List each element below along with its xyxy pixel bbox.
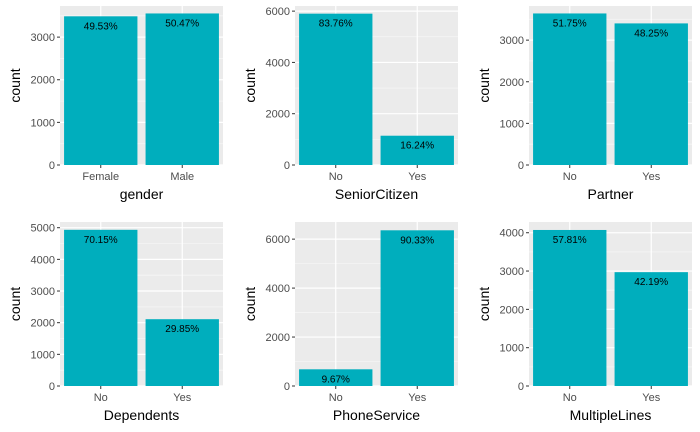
chart-panel-5: 0 2000 4000 6000 9.67% No 90.33% Yes PhoneServic…: [242, 222, 458, 423]
y-axis-title: count: [7, 287, 23, 321]
y-tick-label: 0: [518, 381, 524, 393]
y-tick-label: 2000: [500, 304, 524, 316]
y-tick-label: 6000: [266, 234, 290, 246]
y-tick-label: 0: [49, 381, 55, 393]
y-tick-label: 0: [284, 381, 290, 393]
y-tick-label: 2000: [266, 332, 290, 344]
chart-panel-4: 0 1000 2000 3000 4000 5000 70.15% No 29.85% Yes De…: [7, 222, 223, 423]
bar-yes: [145, 319, 219, 386]
bar-percent-label: 50.47%: [165, 18, 199, 29]
x-axis-title: MultipleLines: [570, 407, 652, 423]
chart-panel-3: 0 1000 2000 3000 51.75% No 48.25% Yes Partner cou…: [476, 6, 692, 202]
y-tick-label: 5000: [31, 223, 55, 235]
y-axis-title: count: [7, 68, 23, 102]
x-axis-title: PhoneService: [333, 407, 420, 423]
x-tick-label: No: [94, 392, 108, 404]
y-tick-label: 2000: [31, 75, 55, 87]
y-tick-label: 0: [284, 160, 290, 172]
y-axis-title: count: [242, 68, 258, 102]
y-tick-label: 1000: [500, 118, 524, 130]
x-axis-title: Dependents: [104, 407, 180, 423]
x-tick-label: Yes: [642, 392, 660, 404]
bar-percent-label: 29.85%: [165, 324, 199, 335]
x-tick-label: No: [329, 392, 343, 404]
chart-panel-2: 0 2000 4000 6000 83.76% No 16.24% Yes SeniorCiti…: [242, 6, 458, 202]
y-axis-title: count: [476, 287, 492, 321]
y-tick-label: 4000: [500, 228, 524, 240]
x-tick-label: Male: [170, 171, 194, 183]
bar-yes: [614, 272, 688, 386]
x-axis-title: Partner: [588, 186, 634, 202]
y-tick-label: 0: [49, 160, 55, 172]
y-tick-label: 1000: [500, 343, 524, 355]
x-tick-label: Female: [82, 171, 119, 183]
y-tick-label: 2000: [31, 318, 55, 330]
x-tick-label: Yes: [173, 392, 191, 404]
x-tick-label: No: [563, 171, 577, 183]
x-axis-title: SeniorCitizen: [335, 186, 418, 202]
y-tick-label: 1000: [31, 117, 55, 129]
bar-yes: [380, 230, 454, 386]
x-tick-label: No: [329, 171, 343, 183]
y-axis-title: count: [242, 287, 258, 321]
y-tick-label: 1000: [31, 349, 55, 361]
x-tick-label: Yes: [408, 171, 426, 183]
chart-panel-1: 0 1000 2000 3000 49.53% Female 50.47% Male gende…: [7, 6, 223, 202]
bar-percent-label: 16.24%: [400, 141, 434, 152]
y-tick-label: 2000: [500, 77, 524, 89]
bar-male: [145, 13, 219, 166]
bar-yes: [614, 23, 688, 165]
bar-percent-label: 70.15%: [84, 235, 118, 246]
bar-yes: [380, 135, 454, 165]
y-tick-label: 6000: [266, 6, 290, 18]
x-tick-label: Yes: [642, 171, 660, 183]
bar-no: [299, 13, 373, 165]
y-tick-label: 2000: [266, 109, 290, 121]
bar-percent-label: 42.19%: [634, 277, 668, 288]
bar-no: [299, 369, 373, 386]
bar-percent-label: 51.75%: [553, 18, 587, 29]
y-tick-label: 0: [518, 160, 524, 172]
bar-percent-label: 90.33%: [400, 235, 434, 246]
bar-percent-label: 57.81%: [553, 235, 587, 246]
bar-percent-label: 9.67%: [322, 374, 350, 385]
bar-no: [64, 229, 138, 386]
x-axis-title: gender: [120, 186, 164, 202]
chart-panel-6: 0 1000 2000 3000 4000 57.81% No 42.19% Yes Multip…: [476, 222, 692, 423]
y-tick-label: 3000: [31, 286, 55, 298]
y-tick-label: 4000: [266, 57, 290, 69]
y-tick-label: 3000: [500, 266, 524, 278]
bar-female: [64, 16, 138, 166]
x-tick-label: Yes: [408, 392, 426, 404]
bar-percent-label: 49.53%: [84, 21, 118, 32]
y-tick-label: 3000: [31, 32, 55, 44]
bar-percent-label: 83.76%: [319, 19, 353, 30]
y-tick-label: 4000: [31, 254, 55, 266]
bar-no: [533, 13, 607, 165]
x-tick-label: No: [563, 392, 577, 404]
y-tick-label: 4000: [266, 283, 290, 295]
y-tick-label: 3000: [500, 35, 524, 47]
bar-no: [533, 229, 607, 386]
y-axis-title: count: [476, 68, 492, 102]
bar-percent-label: 48.25%: [634, 28, 668, 39]
